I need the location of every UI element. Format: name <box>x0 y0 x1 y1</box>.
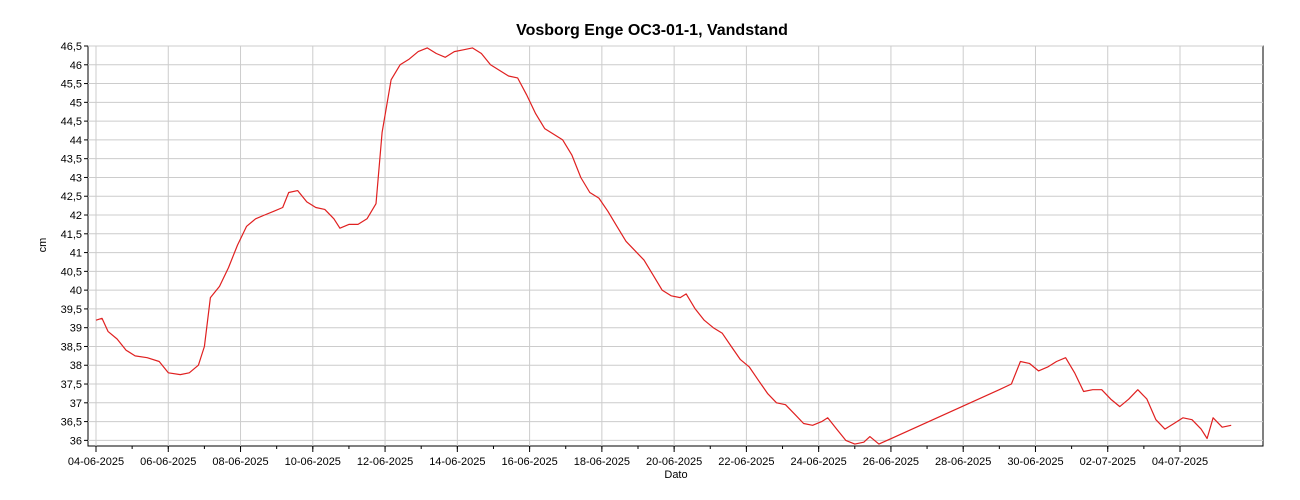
x-tick-label: 08-06-2025 <box>212 456 268 468</box>
y-tick-label: 36,5 <box>61 417 82 429</box>
y-tick-label: 45,5 <box>61 79 82 91</box>
x-tick-label: 10-06-2025 <box>285 456 341 468</box>
y-tick-label: 38,5 <box>61 341 82 353</box>
y-tick-label: 43,5 <box>61 154 82 166</box>
x-tick-label: 14-06-2025 <box>429 456 485 468</box>
y-tick-label: 43 <box>70 172 82 184</box>
y-axis-label: cm <box>37 238 49 253</box>
series-line-0 <box>95 47 1232 445</box>
y-tick-label: 44 <box>70 135 82 147</box>
y-tick-label: 46,5 <box>61 41 82 53</box>
y-tick-label: 39 <box>70 323 82 335</box>
grid-lines <box>88 45 1263 446</box>
x-tick-label: 02-07-2025 <box>1080 456 1136 468</box>
x-tick-label: 24-06-2025 <box>791 456 847 468</box>
y-tick-label: 39,5 <box>61 304 82 316</box>
x-tick-label: 22-06-2025 <box>718 456 774 468</box>
y-tick-label: 44,5 <box>61 116 82 128</box>
y-tick-label: 45 <box>70 97 82 109</box>
y-tick-label: 42 <box>70 210 82 222</box>
y-tick-label: 41 <box>70 248 82 260</box>
y-axis-ticks: 36 36,5 37 37,5 38 38,5 39 39,5 40 40,5 41 41,5 42 42… <box>61 41 88 447</box>
x-tick-label: 30-06-2025 <box>1007 456 1063 468</box>
x-tick-label: 18-06-2025 <box>574 456 630 468</box>
x-tick-label: 28-06-2025 <box>935 456 991 468</box>
x-tick-label: 26-06-2025 <box>863 456 919 468</box>
y-tick-label: 46 <box>70 60 82 72</box>
x-axis-ticks: 04-06-2025 06-06-2025 08-06-2025 10-06-2025… <box>68 446 1208 468</box>
x-tick-label: 12-06-2025 <box>357 456 413 468</box>
y-tick-label: 37,5 <box>61 379 82 391</box>
series-layer <box>95 47 1232 445</box>
x-tick-label: 04-07-2025 <box>1152 456 1208 468</box>
y-tick-label: 38 <box>70 360 82 372</box>
chart-title: Vosborg Enge OC3-01-1, Vandstand <box>516 22 788 39</box>
x-tick-label: 04-06-2025 <box>68 456 124 468</box>
y-tick-label: 37 <box>70 398 82 410</box>
y-tick-label: 41,5 <box>61 229 82 241</box>
x-tick-label: 20-06-2025 <box>646 456 702 468</box>
y-tick-label: 42,5 <box>61 191 82 203</box>
x-axis-label: Dato <box>664 469 687 481</box>
x-tick-label: 16-06-2025 <box>501 456 557 468</box>
y-tick-label: 36 <box>70 435 82 447</box>
y-tick-label: 40,5 <box>61 266 82 278</box>
plot-frame <box>87 45 1264 447</box>
x-tick-label: 06-06-2025 <box>140 456 196 468</box>
y-tick-label: 40 <box>70 285 82 297</box>
